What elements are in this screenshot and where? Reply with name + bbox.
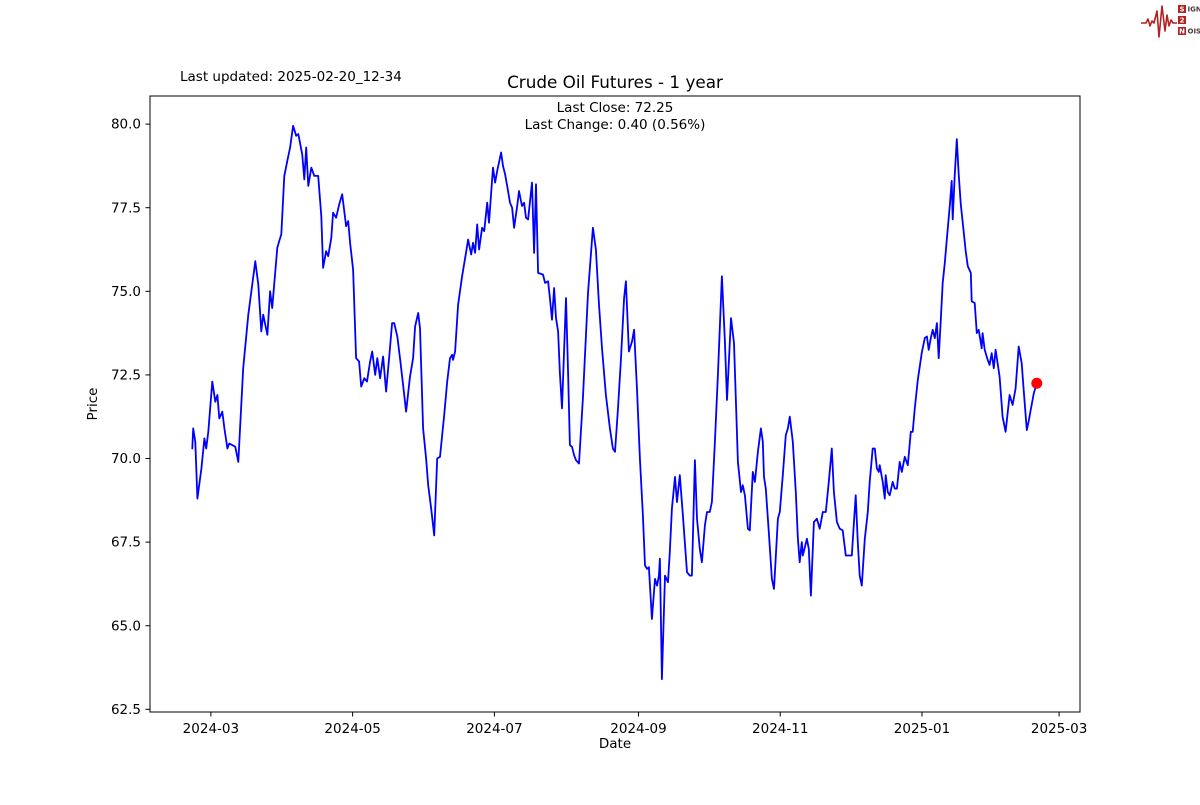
annotation-last-close: Last Close: 72.25 <box>557 100 674 116</box>
annotation-last-change: Last Change: 0.40 (0.56%) <box>525 117 706 133</box>
ecg-waveform-icon <box>1141 6 1177 37</box>
y-axis-label: Price <box>85 388 101 421</box>
plot-area <box>150 96 1080 712</box>
y-tick-label: 75.0 <box>111 284 141 300</box>
logo-badge-s-letter: S <box>1179 6 1184 14</box>
y-tick-label: 65.0 <box>111 618 141 634</box>
x-tick-label: 2024-11 <box>752 721 808 737</box>
y-tick-label: 77.5 <box>111 200 141 216</box>
y-tick-label: 67.5 <box>111 535 141 551</box>
logo-text-ignal: IGNAL <box>1188 6 1200 14</box>
x-tick-label: 2024-05 <box>324 721 380 737</box>
logo-text-oise: OISE <box>1188 28 1200 36</box>
logo-badge-n-letter: N <box>1179 28 1185 36</box>
y-tick-label: 72.5 <box>111 368 141 384</box>
x-tick-label: 2024-09 <box>610 721 666 737</box>
x-tick-label: 2025-03 <box>1031 721 1087 737</box>
signal2noise-logo: S IGNAL 2 N OISE <box>1141 5 1200 37</box>
x-axis-label: Date <box>599 736 631 752</box>
logo-badge-2-letter: 2 <box>1180 17 1185 25</box>
last-updated-text: Last updated: 2025-02-20_12-34 <box>180 69 402 85</box>
x-tick-label: 2025-01 <box>894 721 950 737</box>
chart-title: Crude Oil Futures - 1 year <box>507 72 723 92</box>
last-close-marker <box>1031 378 1042 389</box>
y-tick-label: 80.0 <box>111 117 141 133</box>
x-tick-label: 2024-03 <box>183 721 239 737</box>
y-tick-label: 70.0 <box>111 451 141 467</box>
y-tick-label: 62.5 <box>111 702 141 718</box>
x-tick-label: 2024-07 <box>466 721 522 737</box>
